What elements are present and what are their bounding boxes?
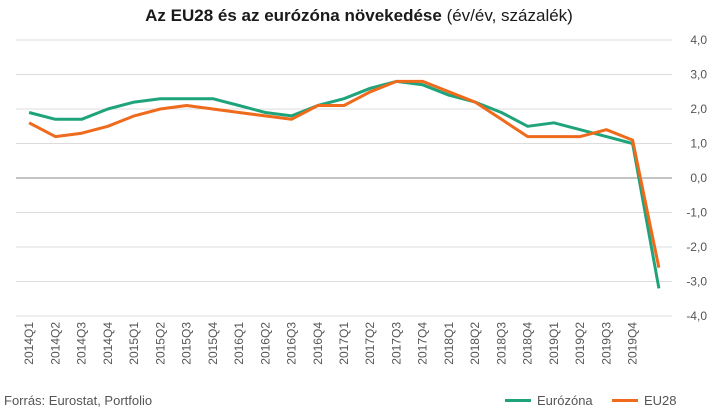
y-tick-label: -4,0 (686, 309, 707, 323)
y-tick-label: 3,0 (690, 68, 707, 82)
x-tick-label: 2016Q2 (258, 322, 272, 365)
x-tick-label: 2018Q4 (521, 322, 535, 365)
legend-item-eurozona: Eurózóna (505, 393, 593, 408)
chart-title-sub: (év/év, százalék) (446, 6, 573, 25)
legend-item-eu28: EU28 (612, 393, 677, 408)
x-tick-label: 2019Q3 (599, 322, 613, 365)
x-tick-label: 2019Q1 (547, 322, 561, 365)
x-tick-label: 2014Q2 (48, 322, 62, 365)
y-tick-label: -1,0 (686, 206, 707, 220)
y-tick-label: -3,0 (686, 275, 707, 289)
x-tick-label: 2018Q2 (468, 322, 482, 365)
y-tick-label: 1,0 (690, 137, 707, 151)
x-tick-label: 2015Q1 (127, 322, 141, 365)
x-tick-label: 2014Q4 (101, 322, 115, 365)
series-line-eu28 (28, 79, 661, 269)
source-note: Forrás: Eurostat, Portfolio (4, 393, 153, 408)
y-tick-label: 4,0 (690, 33, 707, 47)
x-tick-label: 2017Q3 (389, 322, 403, 365)
legend-label-eurozona: Eurózóna (537, 393, 593, 408)
x-tick-label: 2014Q3 (75, 322, 89, 365)
y-tick-label: 0,0 (690, 171, 707, 185)
legend-swatch-eurozona (505, 399, 531, 402)
x-tick-label: 2017Q2 (363, 322, 377, 365)
x-tick-label: 2014Q1 (22, 322, 36, 365)
x-tick-label: 2017Q1 (337, 322, 351, 365)
x-tick-label: 2018Q1 (442, 322, 456, 365)
x-tick-label: 2019Q2 (573, 322, 587, 365)
chart-title-main: Az EU28 és az eurózóna növekedése (145, 6, 442, 25)
x-tick-label: 2017Q4 (416, 322, 430, 365)
x-tick-label: 2019Q4 (626, 322, 640, 365)
x-tick-label: 2015Q2 (153, 322, 167, 365)
x-tick-label: 2016Q3 (285, 322, 299, 365)
x-tick-label: 2018Q3 (494, 322, 508, 365)
y-tick-label: -2,0 (686, 240, 707, 254)
x-tick-label: 2015Q3 (180, 322, 194, 365)
legend-label-eu28: EU28 (644, 393, 677, 408)
series-lines (28, 79, 661, 289)
legend-swatch-eu28 (612, 399, 638, 402)
y-tick-label: 2,0 (690, 102, 707, 116)
x-axis-labels: 2014Q1 2014Q2 2014Q3 2014Q4 2015Q1 2015Q2 2015… (22, 322, 640, 365)
series-line-eurozona (28, 79, 661, 289)
chart-title: Az EU28 és az eurózóna növekedése (év/év… (0, 6, 718, 26)
x-tick-label: 2016Q4 (311, 322, 325, 365)
y-axis-labels: 4,0 3,0 2,0 1,0 0,0 -1,0 -2,0 -3,0 -4,0 (686, 33, 707, 323)
grid-lines (16, 39, 672, 317)
x-tick-label: 2016Q1 (232, 322, 246, 365)
x-tick-label: 2015Q4 (206, 322, 220, 365)
